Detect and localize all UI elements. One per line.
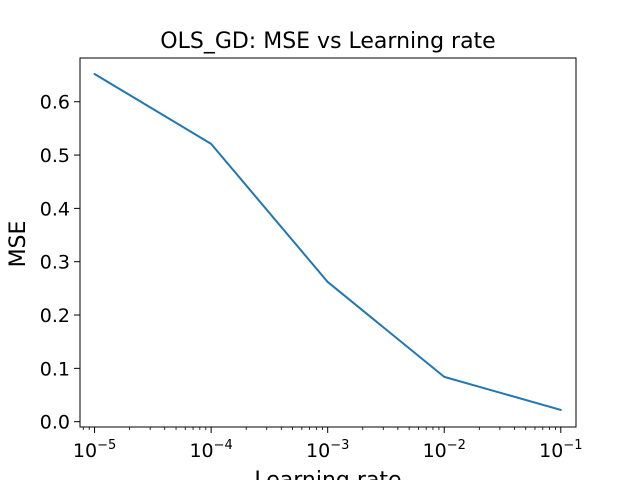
x-tick-label: 10−5 (73, 438, 116, 462)
y-tick-label: 0.4 (40, 198, 70, 220)
y-tick-label: 0.5 (40, 145, 70, 167)
y-tick-label: 0.3 (40, 252, 70, 274)
y-tick-label: 0.2 (40, 305, 70, 327)
y-tick-label: 0.1 (40, 358, 70, 380)
series-line-0 (93, 73, 562, 411)
x-tick-label: 10−4 (189, 438, 232, 462)
x-axis-label: Learning rate (254, 468, 401, 480)
x-tick-label: 10−1 (539, 438, 582, 462)
x-tick-label: 10−2 (423, 438, 466, 462)
y-tick-label: 0.6 (40, 92, 70, 114)
x-tick-label: 10−3 (306, 438, 349, 462)
y-axis-label: MSE (6, 221, 31, 268)
plot-frame (79, 57, 577, 428)
plot-layer: 0.0 0.1 0.2 0.3 0.4 0.5 0.6 10−5 10−4 10−3 10−2 10−… (40, 73, 582, 462)
chart-title: OLS_GD: MSE vs Learning rate (160, 29, 495, 54)
y-tick-label: 0.0 (40, 412, 70, 434)
